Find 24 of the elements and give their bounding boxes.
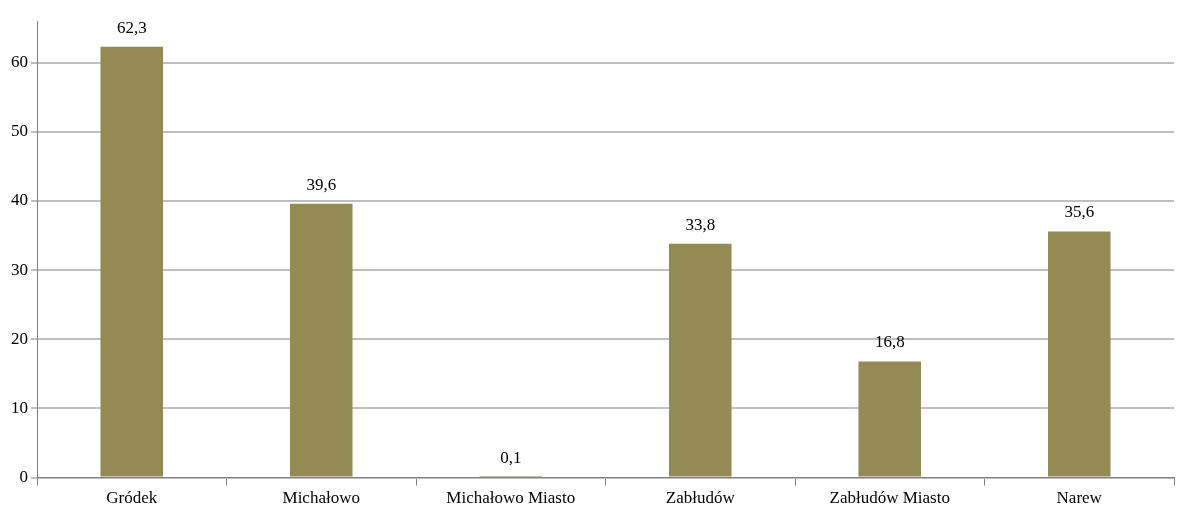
bar — [668, 243, 732, 477]
data-label: 0,1 — [500, 447, 522, 467]
data-label: 39,6 — [306, 174, 337, 194]
y-tick-label: 20 — [11, 328, 28, 348]
bar — [1047, 231, 1111, 477]
bar — [100, 46, 164, 477]
data-label: 62,3 — [116, 17, 147, 37]
y-tick-label: 50 — [11, 121, 28, 141]
y-tick-label: 30 — [11, 259, 28, 279]
x-tick-label: Michałowo — [282, 488, 360, 508]
y-tick-label: 60 — [11, 52, 28, 72]
x-tick-label: Zabłudów Miasto — [829, 488, 950, 508]
data-label: 16,8 — [874, 332, 905, 352]
y-tick-label: 40 — [11, 190, 28, 210]
y-tick-label: 10 — [11, 397, 28, 417]
x-tick-label: Narew — [1056, 488, 1103, 508]
bar — [858, 361, 922, 477]
data-label: 33,8 — [685, 214, 716, 234]
y-tick-label: 0 — [19, 467, 28, 487]
x-tick-label: Zabłudów — [665, 488, 736, 508]
bar — [289, 203, 353, 477]
data-label: 35,6 — [1064, 202, 1095, 222]
x-tick-label: Michałowo Miasto — [446, 488, 576, 508]
x-tick-label: Gródek — [106, 488, 158, 508]
